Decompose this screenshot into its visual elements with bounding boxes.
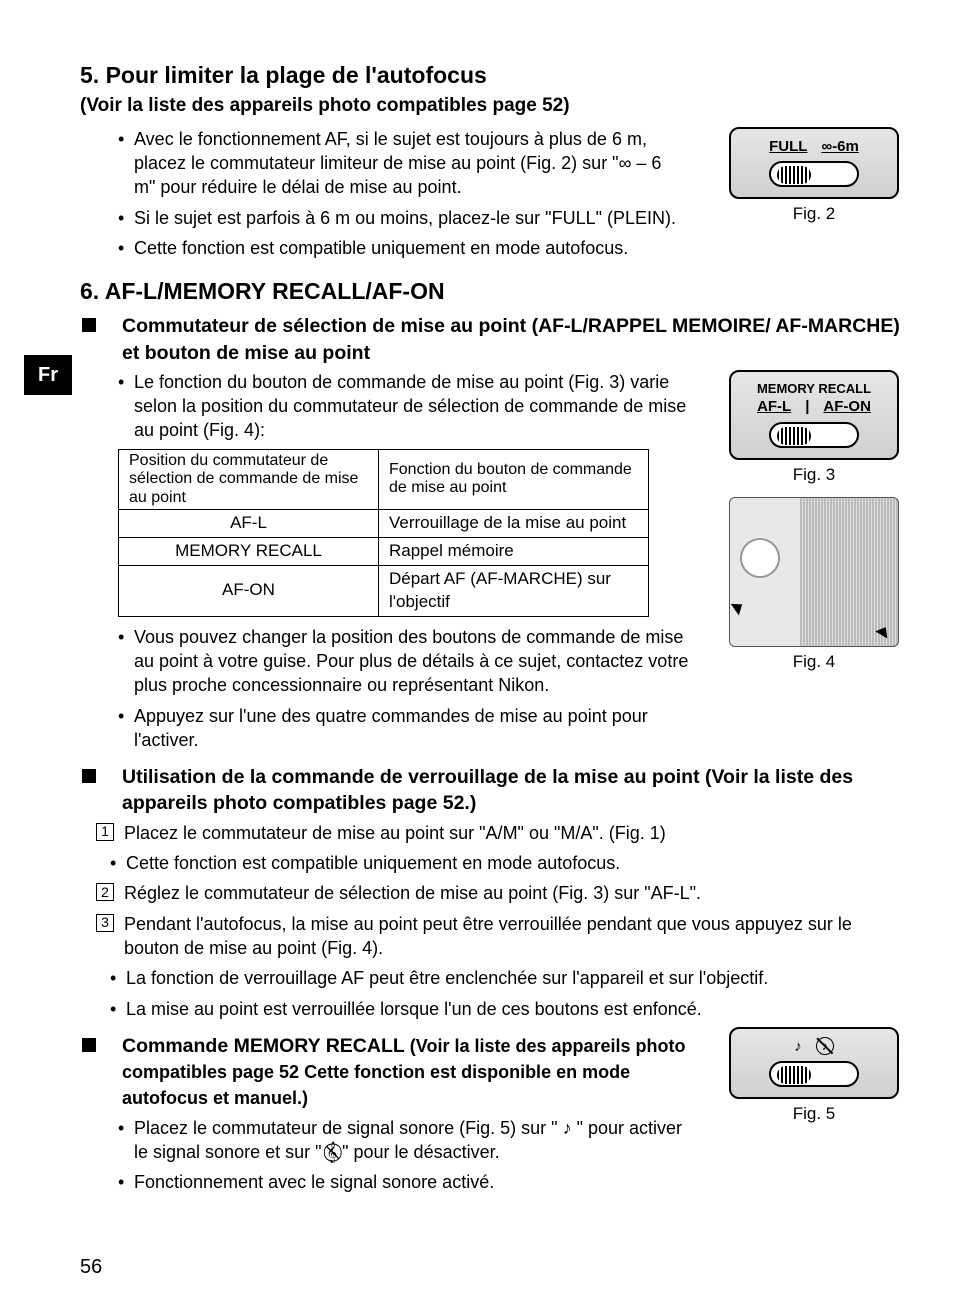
figure-5-caption: Fig. 5 — [793, 1103, 836, 1126]
bullet-item: Fonctionnement avec le signal sonore act… — [118, 1170, 706, 1194]
step-number-icon: 2 — [96, 883, 114, 901]
switch-label: AF-ON — [823, 397, 871, 417]
switch-memory-recall-illustration: MEMORY RECALL AF-L | AF-ON — [729, 370, 899, 460]
section-5-subtitle: (Voir la liste des appareils photo compa… — [80, 93, 904, 119]
table-cell: Verrouillage de la mise au point — [379, 509, 649, 537]
note-off-icon: ♪ — [816, 1037, 834, 1055]
bullet-item: Placez le commutateur de signal sonore (… — [118, 1116, 688, 1165]
step-1: 1 Placez le commutateur de mise au point… — [96, 821, 904, 845]
table-cell: AF-ON — [119, 565, 379, 616]
section-6-title: 6. AF-L/MEMORY RECALL/AF-ON — [80, 276, 904, 307]
table-header: Fonction du bouton de commande de mise a… — [379, 449, 649, 509]
step-text: Pendant l'autofocus, la mise au point pe… — [124, 914, 852, 958]
section-5: 5. Pour limiter la plage de l'autofocus … — [80, 60, 904, 266]
figure-2: FULL ∞-6m Fig. 2 — [724, 127, 904, 226]
section-6c-bullets: Placez le commutateur de signal sonore (… — [80, 1116, 706, 1195]
table-header: Position du commutateur de sélection de … — [119, 449, 379, 509]
table-cell: MEMORY RECALL — [119, 537, 379, 565]
focus-selector-table: Position du commutateur de sélection de … — [118, 449, 649, 617]
table-cell: Rappel mémoire — [379, 537, 649, 565]
switch-slider-icon — [769, 161, 859, 187]
table-row: MEMORY RECALL Rappel mémoire — [119, 537, 649, 565]
switch-slider-icon — [769, 422, 859, 448]
step-3: 3 Pendant l'autofocus, la mise au point … — [96, 912, 904, 961]
step-number-icon: 3 — [96, 914, 114, 932]
bullet-item: Si le sujet est parfois à 6 m ou moins, … — [118, 206, 678, 230]
section-6b-heading: Utilisation de la commande de verrouilla… — [80, 764, 904, 817]
bullet-item: Cette fonction est compatible uniquement… — [118, 236, 706, 260]
switch-slider-icon — [769, 1061, 859, 1087]
bullet-item: Appuyez sur l'une des quatre commandes d… — [118, 704, 706, 753]
figure-3-caption: Fig. 3 — [793, 464, 836, 487]
figure-2-caption: Fig. 2 — [793, 203, 836, 226]
heading-main: Commande MEMORY RECALL — [122, 1035, 405, 1057]
bullet-item: Cette fonction est compatible uniquement… — [110, 851, 904, 875]
section-6b-steps: 1 Placez le commutateur de mise au point… — [96, 821, 904, 1021]
bullet-item: Vous pouvez changer la position des bout… — [118, 625, 706, 698]
switch-label: ∞-6m — [821, 137, 858, 157]
section-6: 6. AF-L/MEMORY RECALL/AF-ON Commutateur … — [80, 276, 904, 1201]
note-icon: ♪ — [794, 1037, 802, 1057]
step-number-icon: 1 — [96, 823, 114, 841]
switch-limiter-illustration: FULL ∞-6m — [729, 127, 899, 199]
section-6a-after-bullets: Vous pouvez changer la position des bout… — [80, 625, 706, 752]
section-6a-intro: Le fonction du bouton de commande de mis… — [80, 370, 706, 443]
section-5-title: 5. Pour limiter la plage de l'autofocus — [80, 60, 904, 91]
page-number: 56 — [80, 1254, 102, 1281]
switch-label: FULL — [769, 137, 807, 157]
switch-beep-illustration: ♪ ♪ — [729, 1027, 899, 1099]
section-6a-heading: Commutateur de sélection de mise au poin… — [80, 313, 904, 366]
lens-illustration — [729, 497, 899, 647]
step-text: Réglez le commutateur de sélection de mi… — [124, 883, 701, 903]
bullet-item: Le fonction du bouton de commande de mis… — [118, 370, 706, 443]
switch-label: MEMORY RECALL — [757, 380, 871, 398]
language-tab: Fr — [24, 355, 72, 395]
table-row: AF-L Verrouillage de la mise au point — [119, 509, 649, 537]
step-2: 2 Réglez le commutateur de sélection de … — [96, 881, 904, 905]
switch-label: AF-L — [757, 397, 791, 417]
section-5-bullets: Avec le fonctionnement AF, si le sujet e… — [80, 127, 706, 260]
table-row: AF-ON Départ AF (AF-MARCHE) sur l'object… — [119, 565, 649, 616]
bullet-item: La mise au point est verrouillée lorsque… — [110, 997, 904, 1021]
figure-4-caption: Fig. 4 — [793, 651, 836, 674]
figures-3-4: MEMORY RECALL AF-L | AF-ON Fig. 3 Fig. 4 — [724, 370, 904, 674]
section-6c-heading: Commande MEMORY RECALL (Voir la liste de… — [80, 1033, 706, 1112]
step-text: Placez le commutateur de mise au point s… — [124, 823, 666, 843]
table-cell: Départ AF (AF-MARCHE) sur l'objectif — [379, 565, 649, 616]
figure-5: ♪ ♪ Fig. 5 — [724, 1027, 904, 1126]
bullet-item: La fonction de verrouillage AF peut être… — [110, 966, 904, 990]
table-cell: AF-L — [119, 509, 379, 537]
bullet-item: Avec le fonctionnement AF, si le sujet e… — [118, 127, 678, 200]
